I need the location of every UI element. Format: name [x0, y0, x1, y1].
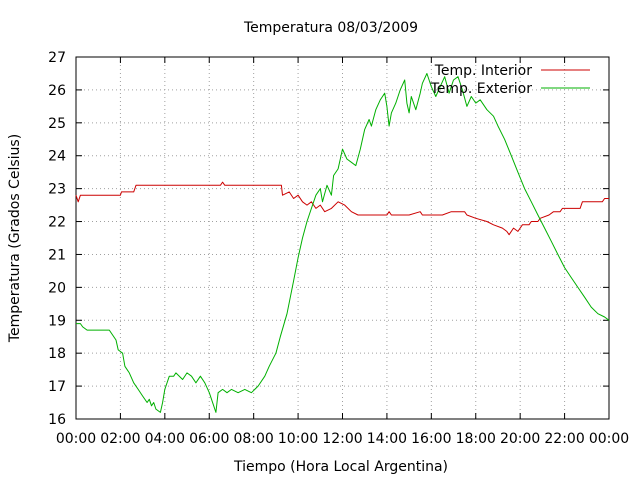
x-tick-label: 10:00 — [278, 431, 318, 447]
x-axis: 00:00 02:00 04:00 06:00 08:00 10:00 12:00 14:00… — [56, 57, 629, 447]
x-tick-label: 02:00 — [100, 431, 140, 447]
y-tick-label: 27 — [48, 50, 66, 66]
legend: Temp. Interior Temp. Exterior — [430, 63, 590, 97]
chart-title: Temperatura 08/03/2009 — [243, 20, 418, 36]
legend-label-exterior: Temp. Exterior — [430, 81, 533, 97]
y-axis: 16 17 18 19 20 21 22 23 24 25 26 27 — [48, 50, 609, 428]
x-tick-label: 12:00 — [322, 431, 362, 447]
x-tick-label: 00:00 — [56, 431, 96, 447]
x-tick-label: 08:00 — [233, 431, 273, 447]
x-tick-label: 14:00 — [367, 431, 407, 447]
y-tick-label: 23 — [48, 182, 66, 198]
x-tick-label: 04:00 — [145, 431, 185, 447]
y-tick-label: 25 — [48, 116, 66, 132]
y-tick-label: 26 — [48, 83, 66, 99]
x-tick-label: 16:00 — [411, 431, 451, 447]
y-axis-label: Temperatura (Grados Celsius) — [7, 134, 23, 343]
x-tick-label: 06:00 — [189, 431, 229, 447]
y-tick-label: 19 — [48, 313, 66, 329]
x-axis-label: Tiempo (Hora Local Argentina) — [233, 459, 448, 475]
series-layer — [75, 73, 610, 413]
grid-lines — [76, 57, 609, 419]
y-tick-label: 20 — [48, 280, 66, 296]
x-tick-label: 00:00 — [589, 431, 629, 447]
series-line-exterior — [76, 73, 610, 413]
y-tick-label: 21 — [48, 247, 66, 263]
series-line-interior — [75, 181, 609, 236]
x-tick-label: 20:00 — [500, 431, 540, 447]
x-tick-label: 18:00 — [456, 431, 496, 447]
y-tick-label: 16 — [48, 412, 66, 428]
x-tick-label: 22:00 — [544, 431, 584, 447]
y-tick-label: 17 — [48, 379, 66, 395]
y-tick-label: 22 — [48, 215, 66, 231]
legend-label-interior: Temp. Interior — [434, 63, 533, 79]
y-tick-label: 18 — [48, 346, 66, 362]
y-tick-label: 24 — [48, 149, 66, 165]
